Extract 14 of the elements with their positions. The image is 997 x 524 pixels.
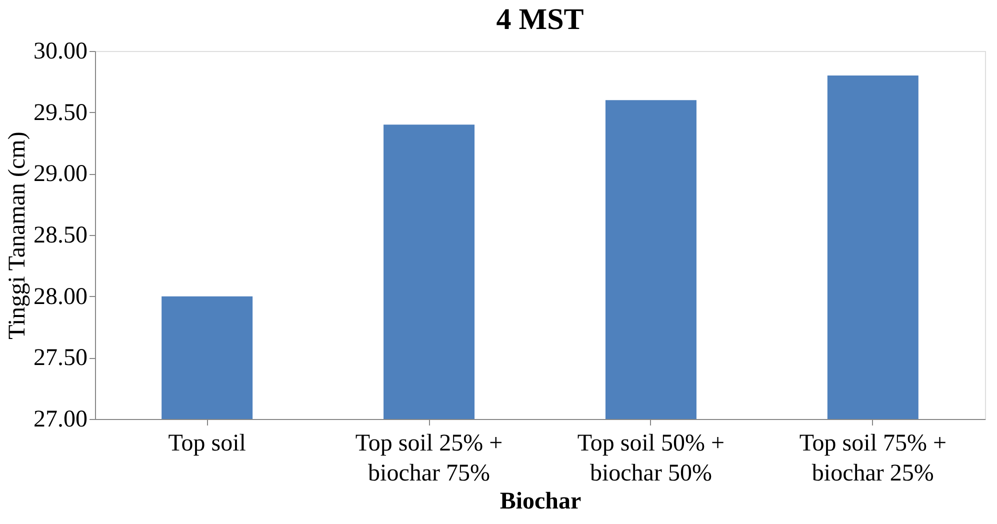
y-tick-label: 27.50 bbox=[34, 345, 88, 372]
x-tick-label: Top soil 75% + biochar 25% bbox=[799, 430, 947, 486]
y-tick-label: 29.00 bbox=[34, 161, 88, 188]
y-tick-label: 29.50 bbox=[34, 100, 88, 126]
chart-title: 4 MST bbox=[496, 3, 584, 36]
y-tick-label: 28.00 bbox=[34, 284, 88, 310]
x-tick-label: Top soil 25% + biochar 75% bbox=[355, 430, 503, 486]
x-tick-label: Top soil 50% + biochar 50% bbox=[577, 430, 725, 486]
x-tick-label: Top soil bbox=[168, 430, 246, 456]
y-tick-label: 28.50 bbox=[34, 222, 88, 248]
x-axis-title: Biochar bbox=[500, 488, 582, 514]
y-tick-label: 27.00 bbox=[34, 406, 88, 432]
y-axis-title: Tinggi Tanaman (cm) bbox=[4, 132, 30, 340]
y-tick-label: 30.00 bbox=[34, 38, 88, 64]
